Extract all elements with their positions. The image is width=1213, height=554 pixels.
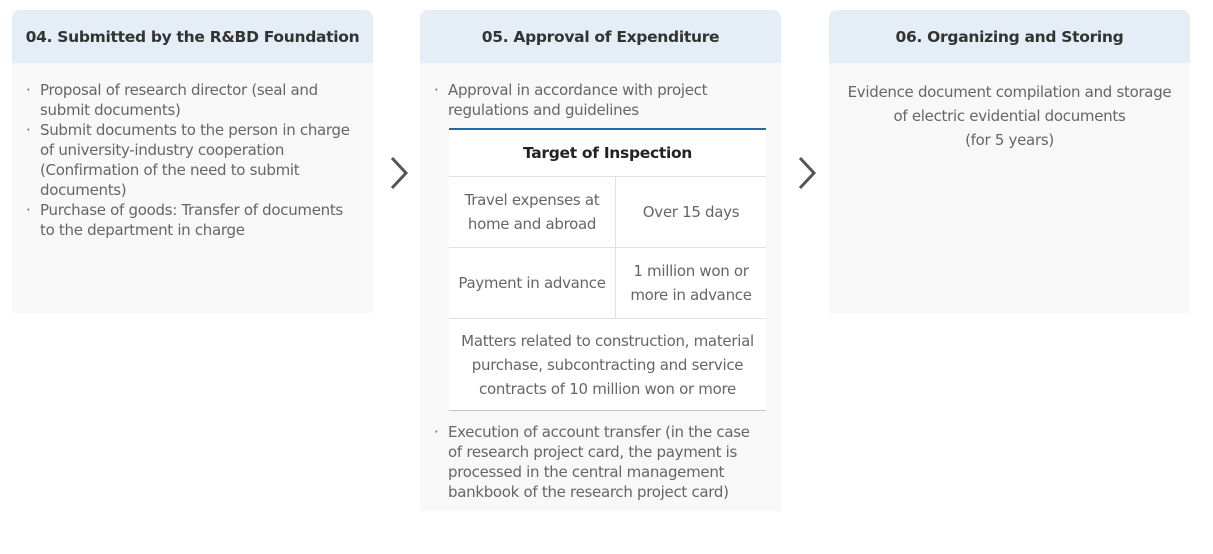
- list-item: Execution of account transfer (in the ca…: [434, 422, 759, 502]
- inspection-table: Target of Inspection Travel expenses at …: [449, 128, 766, 411]
- table-cell: Matters related to construction, materia…: [449, 318, 766, 411]
- step-description: Evidence document compilation and storag…: [847, 83, 1172, 125]
- step-06-card: 06. Organizing and Storing Evidence docu…: [829, 10, 1190, 313]
- chevron-right-icon: [798, 156, 817, 190]
- table-row: Matters related to construction, materia…: [449, 318, 766, 411]
- list-item: Submit documents to the person in charge…: [26, 120, 351, 200]
- step-note: (for 5 years): [965, 131, 1054, 149]
- step-04-card: 04. Submitted by the R&BD Foundation Pro…: [12, 10, 373, 313]
- table-cell: Travel expenses at home and abroad: [449, 176, 616, 248]
- table-cell: Payment in advance: [449, 247, 616, 319]
- step-title: 06. Organizing and Storing: [829, 10, 1190, 63]
- table-cell: 1 million won or more in advance: [615, 247, 766, 319]
- step-title: 04. Submitted by the R&BD Foundation: [12, 10, 373, 63]
- list-item: Purchase of goods: Transfer of documents…: [26, 200, 351, 240]
- table-row: Travel expenses at home and abroad Over …: [449, 176, 766, 248]
- table-row: Payment in advance 1 million won or more…: [449, 247, 766, 319]
- step-title: 05. Approval of Expenditure: [420, 10, 781, 63]
- step-05-card: 05. Approval of Expenditure Approval in …: [420, 10, 781, 511]
- chevron-right-icon: [390, 156, 409, 190]
- table-cell: Over 15 days: [615, 176, 766, 248]
- table-header: Target of Inspection: [522, 144, 693, 162]
- list-item: Approval in accordance with project regu…: [434, 80, 759, 120]
- list-item: Proposal of research director (seal and …: [26, 80, 351, 120]
